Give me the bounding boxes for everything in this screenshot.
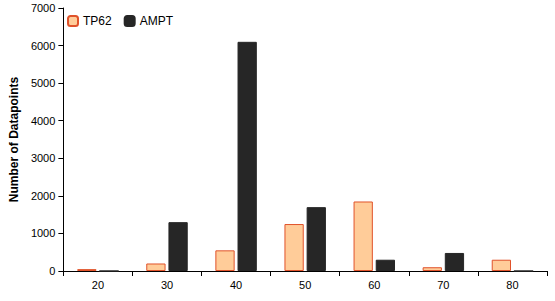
svg-text:AMPT: AMPT — [140, 14, 174, 28]
svg-text:70: 70 — [437, 279, 449, 291]
svg-text:60: 60 — [368, 279, 380, 291]
svg-text:80: 80 — [506, 279, 518, 291]
svg-text:Number of Datapoints: Number of Datapoints — [7, 77, 21, 203]
svg-text:30: 30 — [161, 279, 173, 291]
svg-text:0: 0 — [49, 265, 55, 277]
svg-text:3000: 3000 — [31, 152, 55, 164]
svg-text:7000: 7000 — [31, 2, 55, 14]
svg-text:4000: 4000 — [31, 115, 55, 127]
svg-text:2000: 2000 — [31, 190, 55, 202]
svg-text:20: 20 — [92, 279, 104, 291]
svg-text:1000: 1000 — [31, 227, 55, 239]
svg-text:5000: 5000 — [31, 77, 55, 89]
svg-text:40: 40 — [230, 279, 242, 291]
svg-text:6000: 6000 — [31, 40, 55, 52]
svg-text:TP62: TP62 — [83, 14, 112, 28]
svg-text:50: 50 — [299, 279, 311, 291]
